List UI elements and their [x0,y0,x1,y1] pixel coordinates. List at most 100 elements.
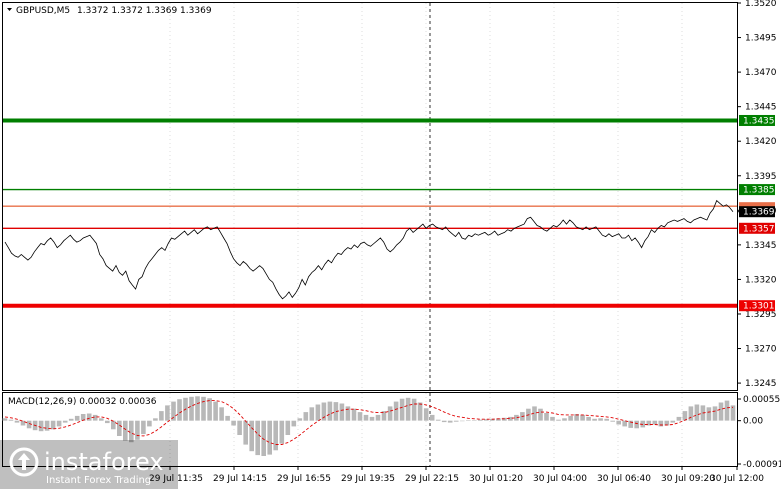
macd-bar [441,420,447,423]
macd-bar [62,420,68,423]
macd-bar [604,418,609,421]
level-tag [739,222,775,234]
instaforex-watermark: instaforex Instant Forex Trading [0,440,178,489]
macd-bar [369,416,375,421]
macd-bar [712,406,718,421]
macd-bar [381,411,387,421]
y-tick-label: 1.3270 [745,345,777,355]
macd-bar [423,408,429,421]
macd-bar [724,400,730,421]
macd-bar [610,420,615,422]
level-tag [739,114,775,126]
level-label: 1.3435 [743,116,775,126]
macd-bar [466,420,471,421]
macd-bar [345,406,351,421]
macd-bar [309,407,315,421]
macd-histogram [2,396,736,456]
dropdown-triangle-icon[interactable] [7,8,12,11]
macd-bar [20,420,26,426]
macd-bar [429,414,435,421]
x-tick-label: 30 Jul 04:00 [533,474,587,484]
macd-bar [273,420,278,451]
macd-bar [550,416,555,421]
macd-bar [634,420,639,429]
macd-bar [105,420,110,424]
macd-bar [706,407,712,421]
macd-bar [50,420,56,430]
macd-bar [682,411,688,421]
macd-bar [8,419,14,421]
x-tick-label: 29 Jul 11:35 [149,474,203,484]
macd-bar [111,420,116,430]
macd-bar [435,419,441,421]
x-tick-label: 29 Jul 14:15 [213,474,267,484]
watermark-tagline: Instant Forex Trading [46,475,151,486]
x-tick-label: 29 Jul 16:55 [277,474,331,484]
price-pane-frame [2,2,738,391]
macd-bar [315,404,321,421]
macd-bar [357,412,363,421]
macd-bar [279,420,285,444]
macd-bar [14,420,20,423]
macd-bar [303,412,309,421]
y-tick-label: 1.3470 [745,68,777,78]
macd-bar [496,418,501,421]
level-tag [739,184,775,196]
macd-bar [508,416,513,421]
macd-bar [387,406,393,421]
macd-bar [544,413,549,421]
y-tick-label: 1.3345 [745,241,777,251]
macd-bar [135,420,140,440]
level-label: 1.3301 [743,302,775,312]
symbol-label: GBPUSD,M5 [16,6,70,16]
macd-bar [375,414,381,421]
macd-bar [538,408,543,421]
macd-bar [351,408,357,421]
macd-bar [676,416,682,421]
macd-bar [405,397,411,421]
macd-bar [213,401,218,421]
macd-bar [399,398,405,421]
macd-bar [147,420,152,427]
vertical-grid [169,3,683,466]
macd-bar [86,413,92,421]
level-tag [739,300,775,312]
x-tick-label: 30 Jul 09:20 [661,474,715,484]
x-tick-label: 30 Jul 06:40 [597,474,651,484]
macd-bar [159,411,164,421]
x-tick-label: 29 Jul 22:15 [405,474,459,484]
macd-signal-line [4,400,734,445]
watermark-brand: instaforex [44,448,164,476]
y-tick-label: 1.3395 [745,172,777,182]
y-tick-label: 1.3445 [745,103,777,113]
macd-bar [249,420,254,452]
macd-bar [718,402,724,421]
macd-bar [658,420,664,427]
macd-bar [417,402,423,421]
macd-bar [80,414,86,421]
macd-bar [664,420,670,426]
macd-bar [291,420,297,427]
macd-bar [393,401,399,421]
macd-bar [117,420,122,436]
macd-bar [652,420,658,425]
price-line [4,199,734,300]
macd-bar [472,420,477,421]
macd-bar [165,405,170,421]
y-tick-label: 1.3520 [745,0,777,9]
macd-bar [38,420,44,432]
macd-bar [628,420,633,428]
macd-bar [99,418,104,421]
x-tick-label: 29 Jul 19:35 [341,474,395,484]
macd-bar [297,418,303,421]
macd-bar [231,420,236,426]
macd-bar [622,420,627,427]
macd-bar [556,419,561,421]
level-tag [739,202,775,209]
macd-bar [129,420,134,443]
macd-bar [321,402,327,421]
y-tick-label: 1.3245 [745,379,777,389]
macd-bar [670,420,676,423]
macd-bar [267,420,272,455]
